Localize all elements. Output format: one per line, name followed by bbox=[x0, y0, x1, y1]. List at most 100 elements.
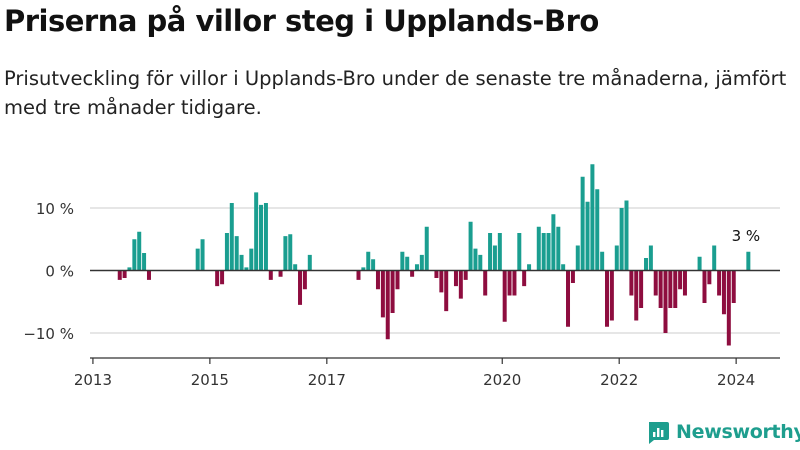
bar bbox=[453, 270, 458, 287]
bar bbox=[283, 236, 288, 271]
bar bbox=[488, 233, 493, 271]
bar bbox=[400, 251, 405, 271]
bar bbox=[682, 270, 687, 296]
bar bbox=[746, 251, 751, 271]
y-axis-labels: 10 % 0 % −10 % bbox=[23, 200, 74, 343]
bar bbox=[731, 270, 736, 303]
bar bbox=[507, 270, 512, 296]
bar bbox=[478, 254, 483, 271]
bar bbox=[249, 248, 254, 271]
bar bbox=[556, 226, 561, 271]
bar bbox=[366, 251, 371, 271]
bar bbox=[561, 264, 566, 271]
bar bbox=[390, 270, 395, 313]
bar bbox=[395, 270, 400, 290]
x-tick-label: 2017 bbox=[308, 371, 346, 389]
y-tick-label: 10 % bbox=[36, 200, 74, 218]
bar bbox=[122, 270, 127, 278]
bar bbox=[414, 264, 419, 271]
bar bbox=[307, 254, 312, 271]
bar bbox=[551, 214, 556, 271]
bar bbox=[668, 270, 673, 308]
bar bbox=[483, 270, 488, 296]
bar bbox=[132, 239, 137, 271]
axes bbox=[90, 269, 780, 364]
newsworthy-logo-icon bbox=[649, 422, 669, 444]
bar bbox=[663, 270, 668, 333]
bar bbox=[522, 270, 527, 287]
bar bbox=[580, 176, 585, 271]
bar bbox=[215, 270, 220, 287]
bar-chart: 10 % 0 % −10 % 2013 2015 2017 2020 2022 2024 3 … bbox=[23, 164, 780, 389]
bar bbox=[624, 200, 629, 271]
bar bbox=[502, 270, 507, 322]
chart-subtitle: Prisutveckling för villor i Upplands-Bro… bbox=[4, 67, 787, 119]
bar bbox=[224, 233, 229, 271]
x-axis-labels: 2013 2015 2017 2020 2022 2024 bbox=[74, 371, 755, 389]
bar bbox=[142, 253, 147, 271]
x-tick-label: 2015 bbox=[191, 371, 229, 389]
bar bbox=[648, 245, 653, 271]
bar bbox=[220, 270, 225, 285]
bar bbox=[385, 270, 390, 340]
x-tick-label: 2013 bbox=[74, 371, 112, 389]
x-tick-label: 2020 bbox=[483, 371, 521, 389]
bar bbox=[678, 270, 683, 290]
bar bbox=[570, 270, 575, 283]
bar bbox=[200, 239, 205, 271]
bar bbox=[639, 270, 644, 308]
bar bbox=[239, 254, 244, 271]
annotation: 3 % bbox=[732, 227, 761, 245]
bar bbox=[726, 270, 731, 346]
bar bbox=[361, 267, 366, 271]
bar bbox=[497, 233, 502, 271]
bar bbox=[263, 203, 268, 271]
bar bbox=[424, 226, 429, 271]
bar bbox=[195, 248, 200, 271]
bar bbox=[439, 270, 444, 293]
bar bbox=[444, 270, 449, 312]
bar bbox=[117, 270, 122, 280]
bar bbox=[600, 251, 605, 271]
bar bbox=[673, 270, 678, 308]
bar bbox=[468, 221, 473, 271]
bar bbox=[658, 270, 663, 308]
bar bbox=[229, 203, 234, 271]
bar bbox=[410, 270, 415, 277]
bar bbox=[278, 270, 283, 277]
bar bbox=[619, 208, 624, 271]
bar bbox=[356, 270, 361, 280]
brand-logo: Newsworthy bbox=[646, 420, 800, 444]
bar bbox=[605, 270, 610, 327]
bar bbox=[546, 233, 551, 271]
bar bbox=[244, 267, 249, 271]
bar bbox=[653, 270, 658, 296]
bar bbox=[293, 264, 298, 271]
bar bbox=[585, 201, 590, 271]
bar bbox=[434, 270, 439, 278]
bar bbox=[697, 256, 702, 271]
bar bbox=[298, 270, 303, 305]
y-tick-label: 0 % bbox=[45, 263, 74, 281]
bar bbox=[634, 270, 639, 321]
bar bbox=[254, 192, 259, 271]
bar bbox=[575, 245, 580, 271]
bar bbox=[721, 270, 726, 315]
bar bbox=[302, 270, 307, 290]
bar bbox=[590, 164, 595, 271]
bar bbox=[644, 258, 649, 271]
bar bbox=[405, 256, 410, 271]
bar bbox=[512, 270, 517, 296]
bar bbox=[458, 270, 463, 299]
bar bbox=[419, 254, 424, 271]
bar bbox=[127, 267, 132, 271]
bar bbox=[268, 270, 273, 280]
x-tick-label: 2022 bbox=[600, 371, 638, 389]
bar bbox=[712, 245, 717, 271]
bar bbox=[717, 270, 722, 296]
bar bbox=[629, 270, 634, 296]
bar bbox=[541, 233, 546, 271]
bars bbox=[117, 164, 751, 346]
bar bbox=[609, 270, 614, 321]
bar bbox=[371, 259, 376, 271]
